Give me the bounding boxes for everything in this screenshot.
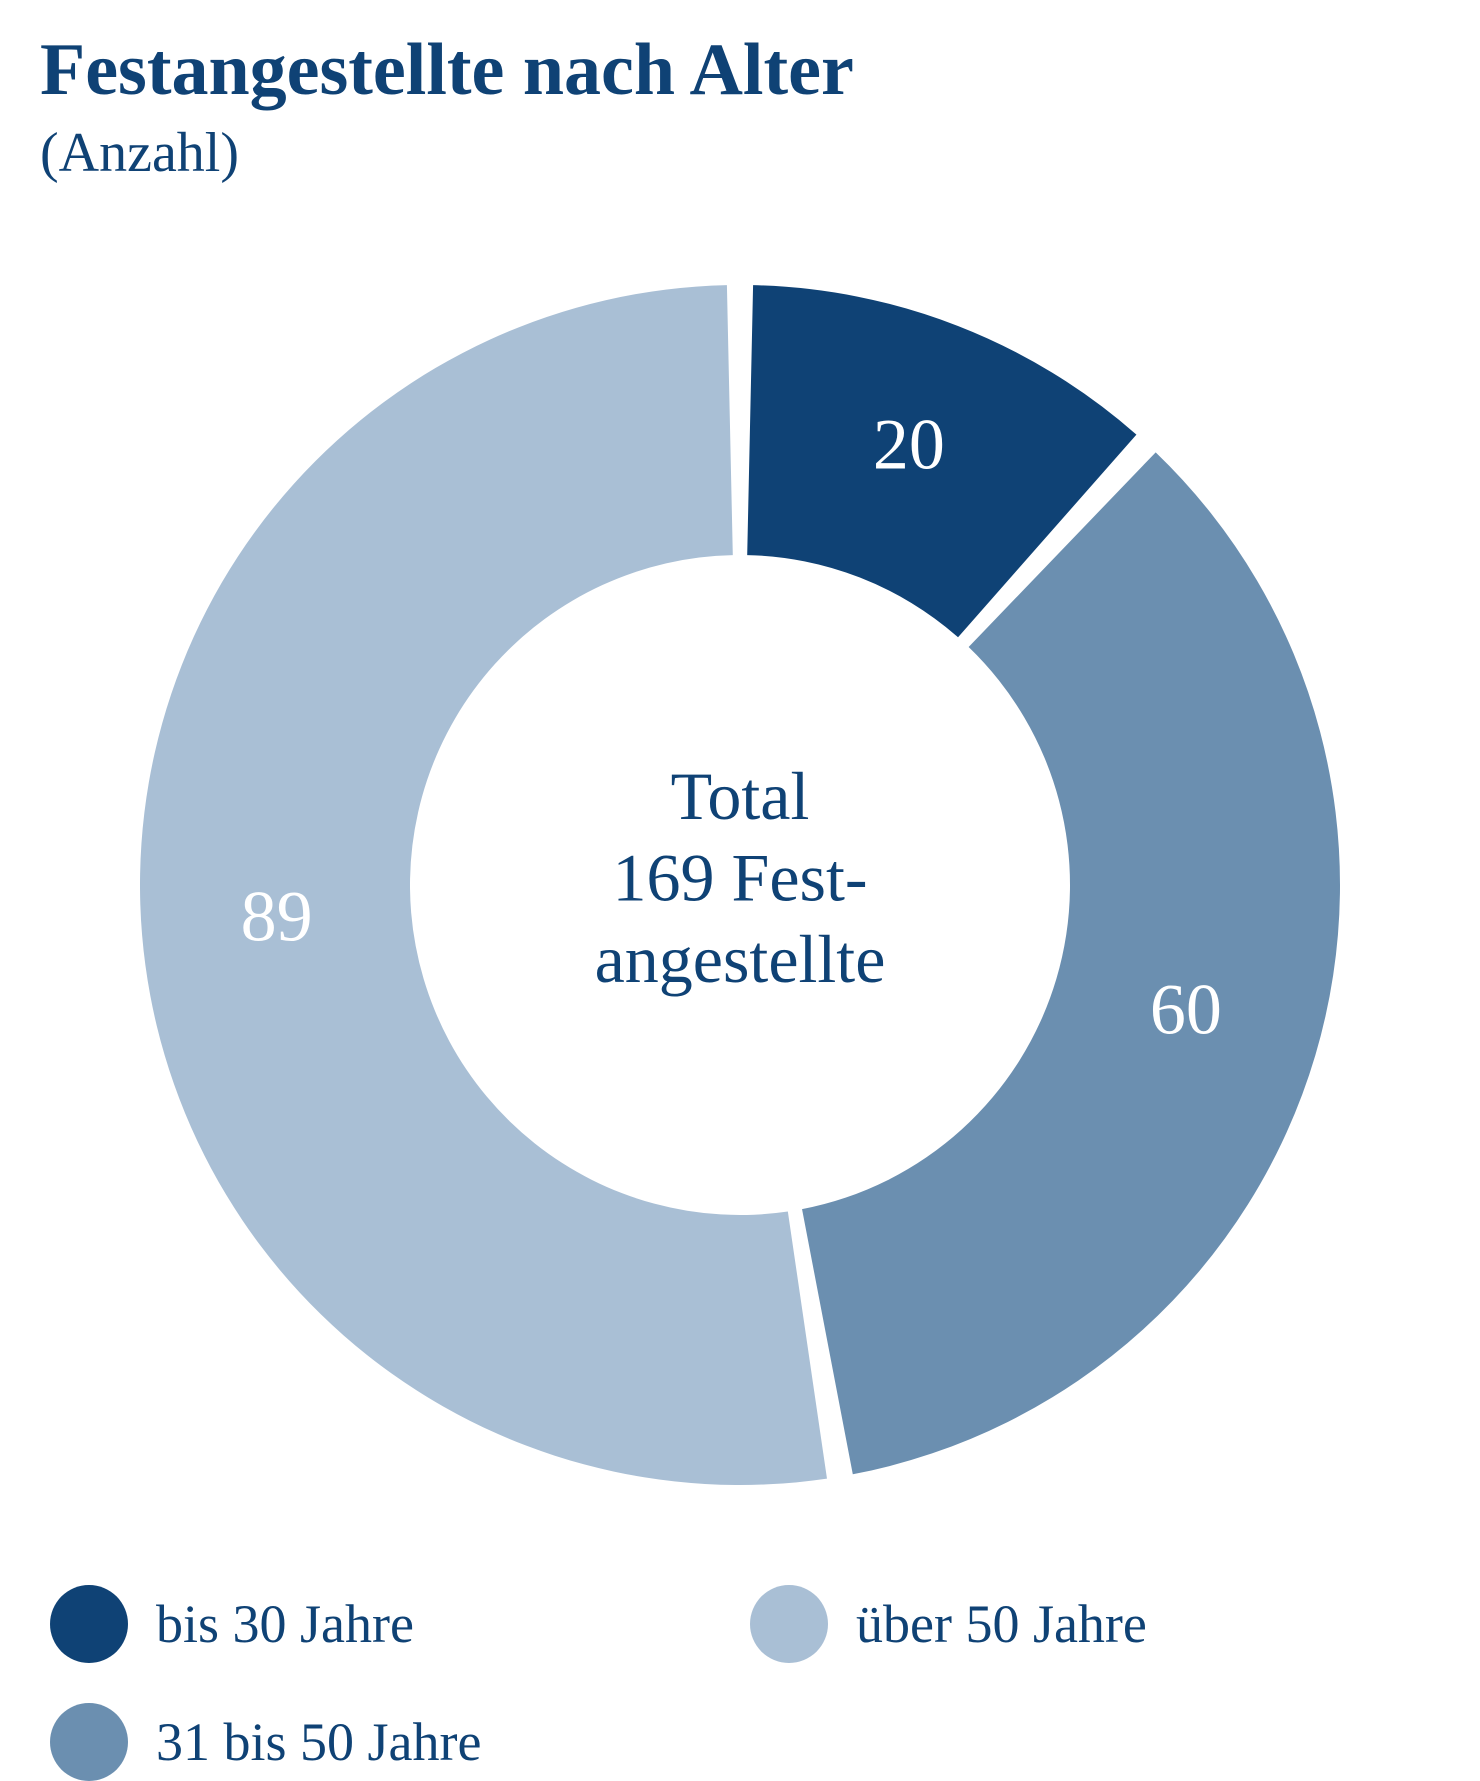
- chart-container: Festangestellte nach Alter (Anzahl) 20 60…: [0, 0, 1480, 1773]
- donut-center-text: Total: [671, 758, 810, 834]
- donut-chart: 20 60 89 Total169 Fest-angestellte: [100, 245, 1380, 1525]
- donut-center-text: 169 Fest-: [613, 840, 868, 916]
- donut-chart-wrap: 20 60 89 Total169 Fest-angestellte: [40, 245, 1440, 1525]
- legend-item: 31 bis 50 Jahre: [50, 1703, 710, 1781]
- legend-item: bis 30 Jahre: [50, 1585, 710, 1663]
- donut-center-text: angestellte: [595, 922, 886, 998]
- donut-slice-label: 60: [1150, 970, 1222, 1050]
- legend-swatch: [50, 1703, 128, 1781]
- legend-swatch: [50, 1585, 128, 1663]
- legend-item: über 50 Jahre: [750, 1585, 1410, 1663]
- donut-slice-label: 20: [873, 405, 945, 485]
- legend: bis 30 Jahre über 50 Jahre 31 bis 50 Jahre: [40, 1585, 1440, 1781]
- legend-label: über 50 Jahre: [856, 1593, 1147, 1655]
- legend-label: bis 30 Jahre: [156, 1593, 414, 1655]
- donut-slice-label: 89: [241, 877, 313, 957]
- chart-title: Festangestellte nach Alter: [40, 30, 1440, 111]
- legend-label: 31 bis 50 Jahre: [156, 1711, 481, 1773]
- legend-swatch: [750, 1585, 828, 1663]
- chart-subtitle: (Anzahl): [40, 121, 1440, 185]
